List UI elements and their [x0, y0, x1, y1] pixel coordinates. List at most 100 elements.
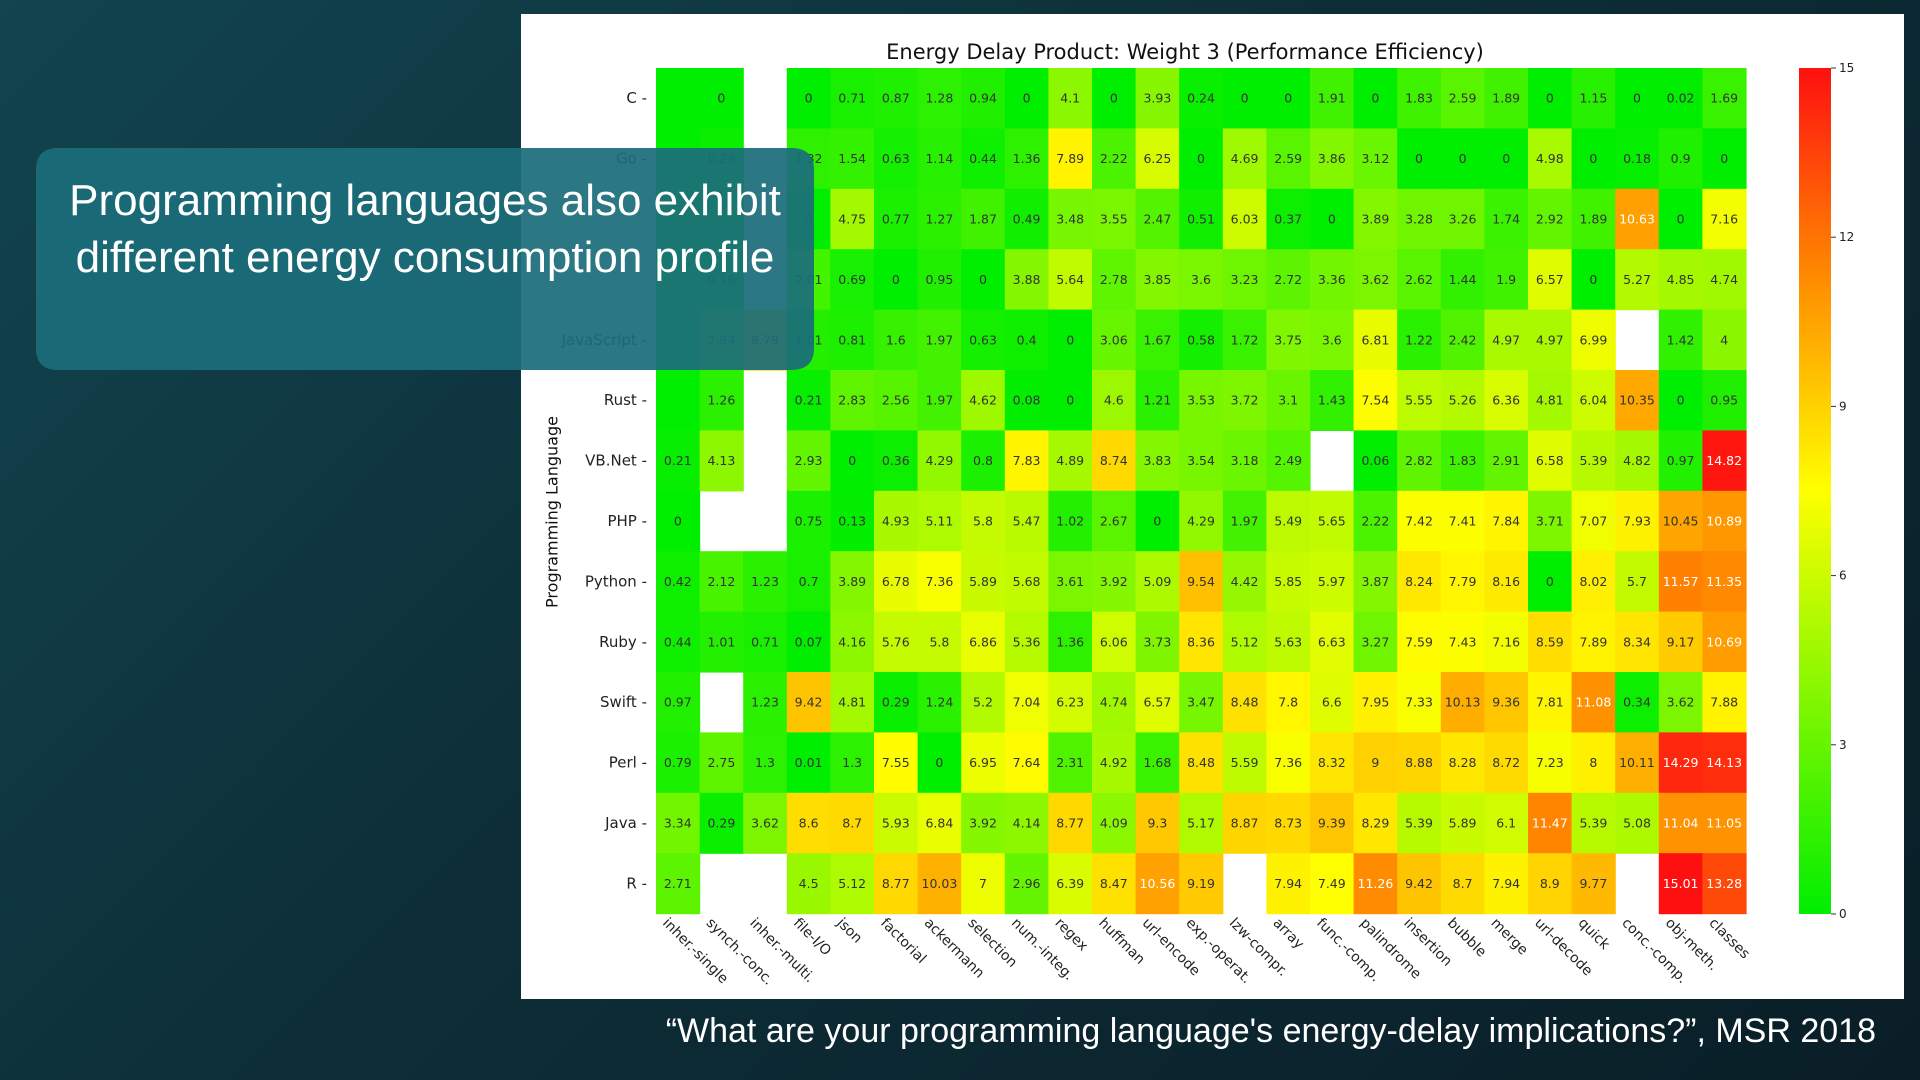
cell-value-label: 5.39 — [1579, 453, 1607, 468]
heatmap-cell — [917, 792, 962, 854]
cell-value-label: 7.49 — [1318, 876, 1346, 891]
heatmap-cell — [1092, 430, 1137, 492]
heatmap-cell — [1440, 68, 1485, 129]
cell-value-label: 10.45 — [1663, 514, 1699, 529]
cell-value-label: 2.93 — [795, 453, 823, 468]
cell-value-label: 4.81 — [1536, 393, 1564, 408]
cell-value-label: 4.82 — [1623, 453, 1651, 468]
cell-value-label: 7.95 — [1361, 695, 1389, 710]
heatmap-cell — [1135, 551, 1180, 613]
cell-value-label: 0 — [935, 755, 943, 770]
heatmap-cell — [1615, 672, 1660, 733]
cell-value-label: 0.49 — [1013, 212, 1041, 227]
cell-value-label: 3.88 — [1013, 272, 1041, 287]
cell-value-label: 3.75 — [1274, 332, 1302, 347]
heatmap-cell — [1571, 309, 1616, 371]
y-tick-label: Java - — [604, 814, 647, 832]
cell-value-label: 7.43 — [1449, 634, 1477, 649]
cell-value-label: 4.29 — [925, 453, 953, 468]
heatmap-cell — [830, 853, 875, 915]
cell-value-label: 8.32 — [1318, 755, 1346, 770]
heatmap-cell — [1702, 792, 1747, 854]
heatmap-cell — [1266, 68, 1311, 129]
chart-title: Energy Delay Product: Weight 3 (Performa… — [886, 40, 1484, 64]
cell-value-label: 5.55 — [1405, 393, 1433, 408]
cell-value-label: 1.97 — [1231, 514, 1259, 529]
cell-value-label: 1.97 — [925, 393, 953, 408]
heatmap-cell — [1310, 672, 1355, 733]
cell-value-label: 5.08 — [1623, 816, 1651, 831]
y-tick-label: C - — [626, 89, 647, 107]
heatmap-cell — [961, 672, 1006, 733]
heatmap-cell — [1222, 249, 1267, 311]
heatmap-cell — [961, 430, 1006, 492]
cell-value-label: 0 — [1633, 91, 1641, 106]
colorbar-tick-label: 0 — [1839, 907, 1847, 921]
cell-value-label: 3.34 — [664, 816, 692, 831]
heatmap-cell — [1353, 611, 1398, 673]
heatmap-cell — [1179, 128, 1224, 190]
cell-value-label: 0 — [848, 453, 856, 468]
cell-value-label: 0 — [674, 514, 682, 529]
cell-value-label: 3.36 — [1318, 272, 1346, 287]
cell-value-label: 14.29 — [1663, 755, 1699, 770]
heatmap-cell — [874, 68, 919, 129]
cell-value-label: 3.86 — [1318, 151, 1346, 166]
cell-value-label: 0.01 — [795, 755, 823, 770]
heatmap-cell — [1658, 611, 1703, 673]
cell-value-label: 3.12 — [1361, 151, 1389, 166]
heatmap-cell — [1615, 188, 1660, 250]
heatmap-cell — [1004, 732, 1049, 794]
cell-value-label: 6.6 — [1322, 695, 1342, 710]
heatmap-cell — [1702, 309, 1747, 371]
cell-value-label: 0.44 — [664, 634, 692, 649]
cell-value-label: 2.92 — [1536, 212, 1564, 227]
x-tick-label: json — [833, 914, 865, 946]
heatmap-cell — [830, 732, 875, 794]
heatmap-cell — [1440, 732, 1485, 794]
cell-value-label: 0 — [1589, 151, 1597, 166]
x-tick-label: merge — [1488, 915, 1531, 958]
x-tick-label: array — [1270, 915, 1307, 952]
cell-value-label: 0.06 — [1361, 453, 1389, 468]
heatmap-cell — [743, 672, 788, 733]
cell-value-label: 3.61 — [1056, 574, 1084, 589]
cell-value-label: 6.03 — [1231, 212, 1259, 227]
cell-value-label: 5.36 — [1013, 634, 1041, 649]
cell-value-label: 1.69 — [1710, 91, 1738, 106]
cell-value-label: 3.92 — [969, 816, 997, 831]
heatmap-cell — [1135, 249, 1180, 311]
cell-value-label: 0.8 — [973, 453, 993, 468]
cell-value-label: 1.42 — [1667, 332, 1695, 347]
heatmap-cell — [1092, 611, 1137, 673]
x-tick-label: quick — [1575, 915, 1613, 953]
cell-value-label: 4.1 — [1060, 91, 1080, 106]
heatmap-cell — [1484, 611, 1529, 673]
cell-value-label: 5.89 — [969, 574, 997, 589]
cell-value-label: 4.85 — [1667, 272, 1695, 287]
heatmap-cell — [1571, 792, 1616, 854]
heatmap-cell — [1353, 249, 1398, 311]
cell-value-label: 0.69 — [838, 272, 866, 287]
heatmap-cell — [917, 672, 962, 733]
heatmap-cell — [1048, 68, 1093, 129]
cell-value-label: 3.62 — [751, 816, 779, 831]
cell-value-label: 14.82 — [1706, 453, 1742, 468]
cell-value-label: 1.15 — [1579, 91, 1607, 106]
heatmap-cell — [1615, 68, 1660, 129]
cell-value-label: 7.16 — [1710, 212, 1738, 227]
heatmap-cell — [1179, 611, 1224, 673]
heatmap-cell — [656, 672, 701, 733]
cell-value-label: 5.11 — [925, 514, 953, 529]
cell-value-label: 8.72 — [1492, 755, 1520, 770]
heatmap-cell — [1266, 853, 1311, 915]
cell-value-label: 0 — [1459, 151, 1467, 166]
cell-value-label: 4.89 — [1056, 453, 1084, 468]
heatmap-cell — [1528, 672, 1573, 733]
heatmap-cell — [1658, 672, 1703, 733]
cell-value-label: 11.05 — [1706, 816, 1742, 831]
heatmap-cell — [1571, 430, 1616, 492]
heatmap-cell — [874, 249, 919, 311]
heatmap-cell — [961, 309, 1006, 371]
cell-value-label: 0.58 — [1187, 332, 1215, 347]
